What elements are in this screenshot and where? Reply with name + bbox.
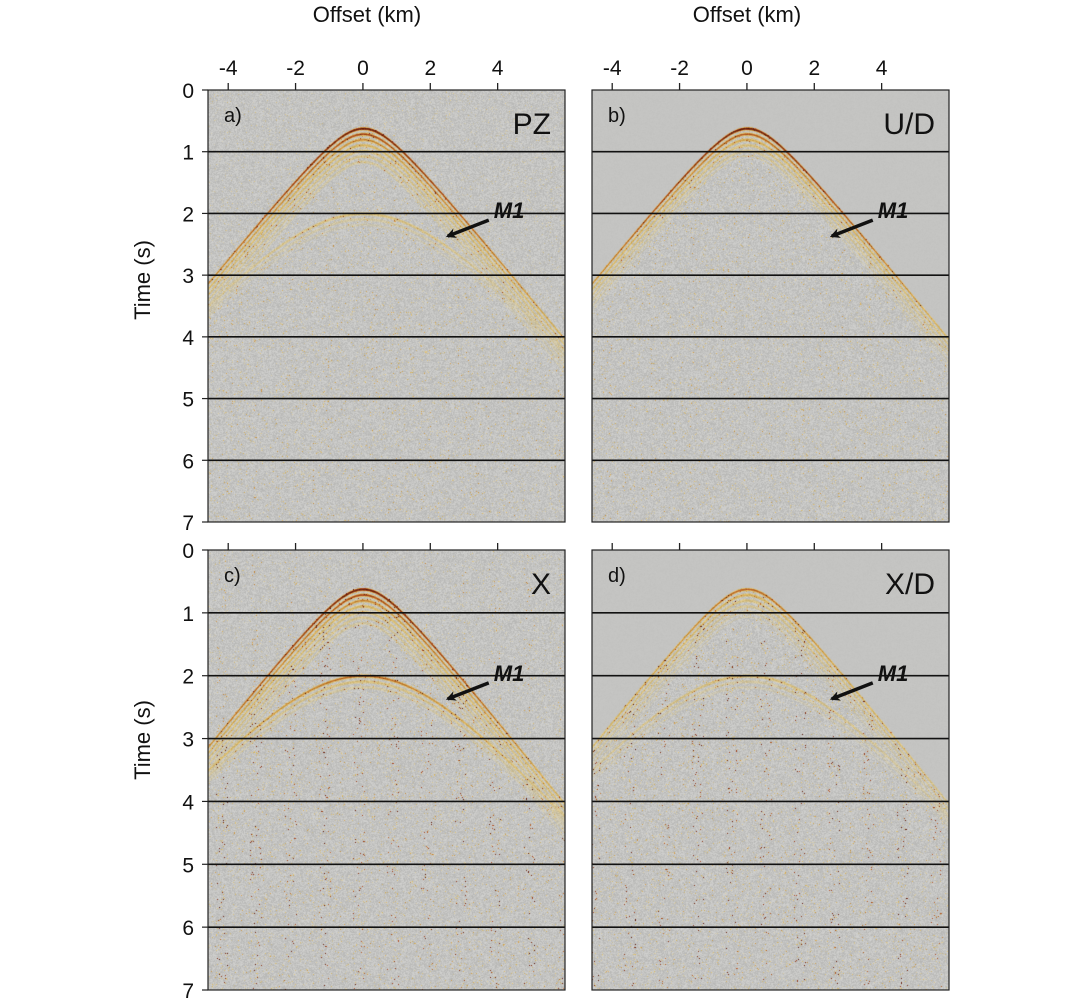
y-tick-label: 5	[182, 854, 194, 877]
panel-tag: c)	[224, 565, 241, 587]
x-tick-label: -2	[670, 57, 689, 80]
panel-frame	[207, 89, 566, 523]
annotation-label: M1	[494, 198, 525, 223]
y-tick-label: 7	[182, 980, 194, 1000]
panel-tag: d)	[608, 565, 626, 587]
y-tick-label: 0	[182, 80, 194, 103]
component-label: U/D	[883, 108, 935, 141]
seismic-gather-a	[208, 90, 565, 522]
y-tick-label: 1	[182, 142, 194, 165]
component-label: X	[531, 568, 551, 601]
y-tick-label: 5	[182, 389, 194, 412]
x-tick-label: 4	[876, 57, 888, 80]
panel-frame	[591, 89, 950, 523]
x-tick-label: -4	[219, 57, 238, 80]
y-tick-label: 4	[182, 327, 194, 350]
x-tick-label: 2	[808, 57, 820, 80]
component-label: PZ	[513, 108, 551, 141]
y-tick-label: 2	[182, 203, 194, 226]
y-tick-label: 2	[182, 666, 194, 689]
panel-b: -4 -2 0 2 4 b) U/D M1	[591, 57, 950, 523]
panel-a: -4 -2 0 2 4 0 1 2 3 4 5 6 7 a) PZ M1	[182, 57, 566, 535]
annotation-label: M1	[878, 661, 909, 686]
x-tick-label: -4	[603, 57, 622, 80]
seismic-gather-b	[592, 90, 949, 522]
y-tick-label: 1	[182, 603, 194, 626]
panel-tag: a)	[224, 105, 242, 127]
annotation-arrow	[445, 681, 490, 701]
panel-c: 0 1 2 3 4 5 6 7 c) X M1	[182, 540, 566, 1000]
x-tick-label: 2	[424, 57, 436, 80]
panel-frame	[207, 549, 566, 991]
panel-frame	[591, 549, 950, 991]
x-tick-label: 0	[357, 57, 369, 80]
component-label: X/D	[885, 568, 935, 601]
annotation-label: M1	[878, 198, 909, 223]
panels-group: -4 -2 0 2 4 0 1 2 3 4 5 6 7 a) PZ M1 -4 -2 0 2 4 b) U/D M1 0 1 2 3 4…	[182, 57, 950, 1000]
y-tick-label: 3	[182, 729, 194, 752]
annotation-label: M1	[494, 661, 525, 686]
seismic-gather-c	[208, 550, 565, 990]
x-tick-label: 4	[492, 57, 504, 80]
annotation-arrow	[829, 681, 874, 701]
x-axis-title-a: Offset (km)	[313, 2, 421, 27]
y-axis-title-a: Time (s)	[130, 240, 155, 320]
seismic-gather-d	[592, 550, 949, 990]
y-tick-label: 7	[182, 512, 194, 535]
annotation-arrow	[445, 218, 490, 238]
panel-d: d) X/D M1	[591, 543, 950, 991]
y-axis-title-c: Time (s)	[130, 700, 155, 780]
y-tick-label: 4	[182, 791, 194, 814]
annotation-arrow	[829, 218, 874, 238]
panel-tag: b)	[608, 105, 626, 127]
y-tick-label: 0	[182, 540, 194, 563]
x-axis-title-b: Offset (km)	[693, 2, 801, 27]
y-tick-label: 6	[182, 450, 194, 473]
y-tick-label: 6	[182, 917, 194, 940]
x-tick-label: -2	[286, 57, 305, 80]
x-tick-label: 0	[741, 57, 753, 80]
y-tick-label: 3	[182, 265, 194, 288]
